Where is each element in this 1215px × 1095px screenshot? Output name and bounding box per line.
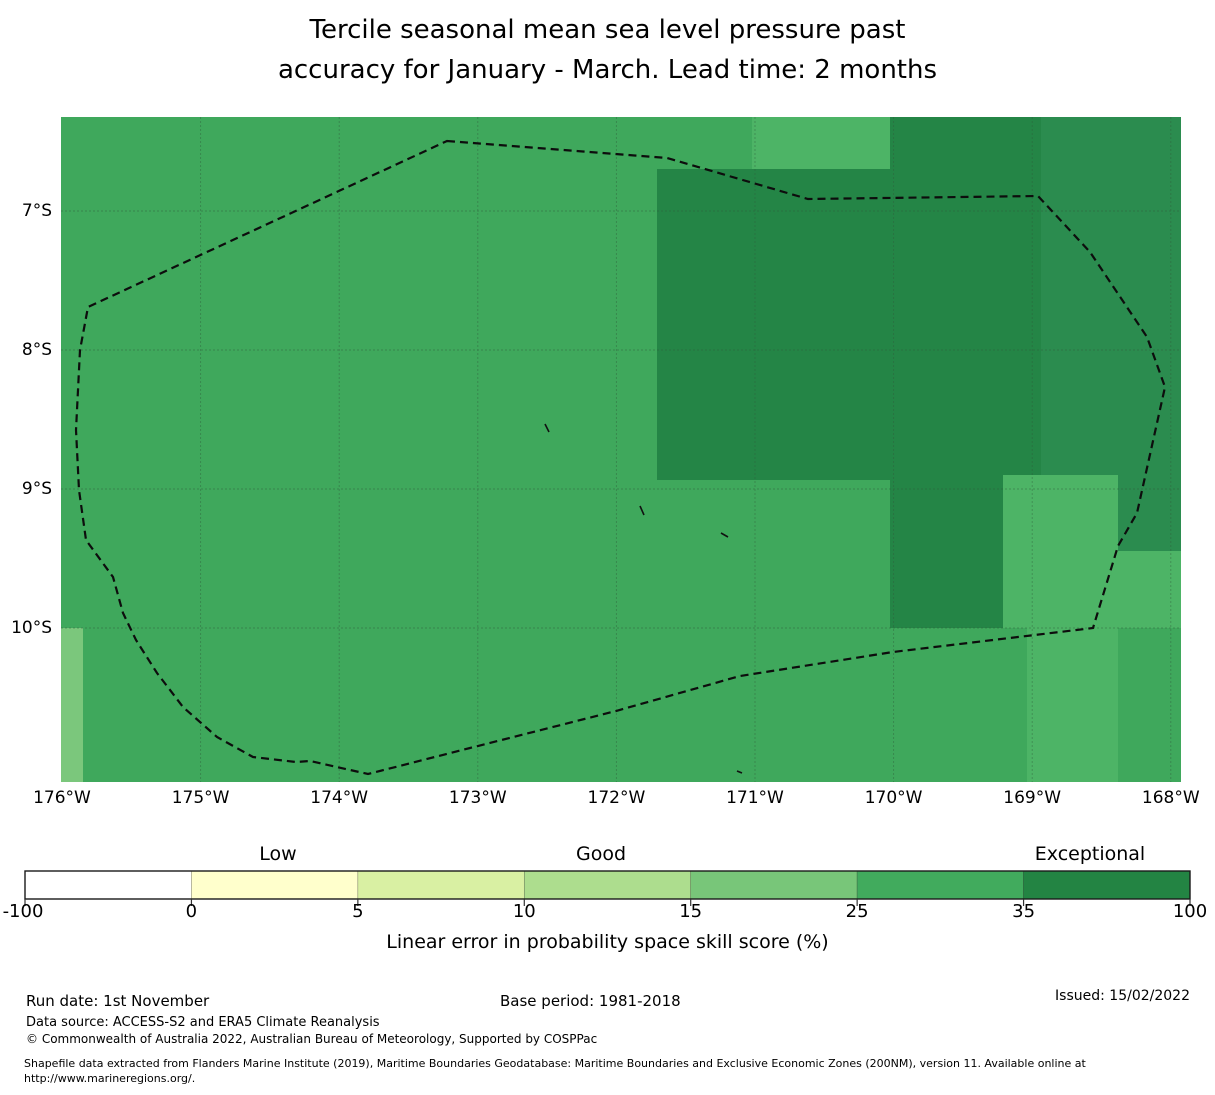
colorbar-tick-0: 0 [185,901,198,922]
map-region-low-strip-southwest [61,628,83,782]
y-tick-9s: 9°S [21,479,52,499]
map-region-lighter-east-edge [1118,551,1181,628]
data-source-text: Data source: ACCESS-S2 and ERA5 Climate … [26,1015,380,1030]
x-tick-175w: 175°W [171,788,230,808]
map-region-lighter-southeast [1003,475,1118,628]
colorbar-segment-5 [856,870,1024,900]
copyright-text: © Commonwealth of Australia 2022, Austra… [26,1032,598,1046]
colorbar-tick-marks [24,899,1191,906]
shapefile-note-text: Shapefile data extracted from Flanders M… [24,1057,1086,1085]
base-period-text: Base period: 1981-2018 [500,992,681,1010]
x-tick-176w: 176°W [33,788,91,808]
chart-title-line1: Tercile seasonal mean sea level pressure… [309,15,906,45]
x-tick-173w: 173°W [448,788,507,808]
map-gridlines [61,117,1181,782]
eez-boundary-line [74,139,1167,776]
colorbar-segment-0 [24,870,192,900]
colorbar-tick-25: 25 [845,901,869,922]
colorbar-tick-15: 15 [679,901,703,922]
x-tick-172w: 172°W [587,788,646,808]
island-outline-fragments [544,423,743,774]
colorbar-segment-6 [1023,870,1191,900]
map-region-high-skill-mid [1003,117,1041,475]
map-region-lighter-north [752,117,890,169]
map-region-high-skill-central [657,169,890,480]
x-tick-170w: 170°W [864,788,923,808]
map-region-high-skill-east [1041,117,1181,475]
colorbar-tick-5: 5 [352,901,364,922]
colorbar-tick-35: 35 [1012,901,1036,922]
colorbar-segment-3 [523,870,692,900]
colorbar-segment-2 [357,870,525,900]
x-tick-171w: 171°W [726,788,784,808]
colorbar-segment-4 [690,870,858,900]
colorbar-label-low: Low [259,843,297,865]
colorbar-segment-1 [191,870,359,900]
colorbar-label-exceptional: Exceptional [1034,843,1146,865]
y-tick-8s: 8°S [21,340,52,360]
y-tick-10s: 10°S [11,618,52,638]
map-region-high-skill-column [890,117,1003,628]
map-region-high-skill-east-lower [1118,475,1181,551]
issued-date-text: Issued: 15/02/2022 [1055,988,1190,1004]
x-tick-168w: 168°W [1141,788,1200,808]
x-tick-174w: 174°W [310,788,369,808]
run-date-text: Run date: 1st November [26,992,210,1010]
colorbar-tick-neg100: -100 [2,901,44,922]
colorbar-frame [24,870,1191,900]
chart-title-line2: accuracy for January - March. Lead time:… [277,55,938,85]
colorbar-axis-label: Linear error in probability space skill … [386,931,829,953]
colorbar [24,870,1191,906]
colorbar-tick-10: 10 [512,901,536,922]
colorbar-tick-100: 100 [1172,901,1208,922]
map-region-lighter-south [1027,628,1118,782]
x-tick-169w: 169°W [1003,788,1062,808]
colorbar-label-good: Good [575,843,627,865]
y-tick-7s: 7°S [21,201,52,221]
